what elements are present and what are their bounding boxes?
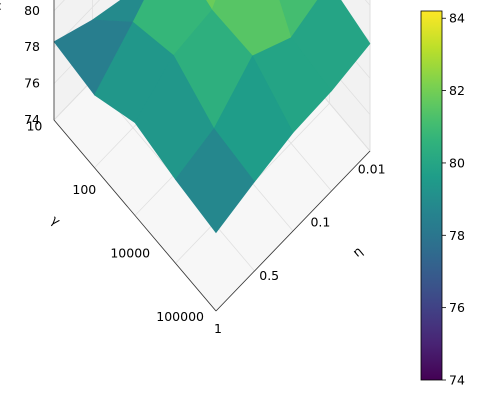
- eta-tick-label: 0.5: [259, 268, 279, 283]
- gamma-tick-label: 10000: [110, 245, 150, 260]
- gamma-tick-label: 100: [72, 182, 96, 197]
- colorbar-tick-label: 76: [449, 300, 465, 315]
- eta-tick-label: 0.1: [310, 215, 330, 230]
- colorbar-tick-label: 80: [449, 155, 465, 170]
- gamma-tick-label: 100000: [156, 309, 204, 324]
- colorbar-tick-label: 78: [449, 228, 465, 243]
- colorbar-tick-label: 74: [449, 373, 465, 388]
- eta-tick-label: 0.01: [358, 161, 386, 176]
- eta-axis-title: η: [349, 243, 365, 260]
- surface-facet: [175, 128, 255, 234]
- axis-labels: 10.50.10.011000001000010010747678808284η…: [0, 0, 386, 336]
- colorbar: 74 76 78 80 82 84: [420, 10, 465, 388]
- z-tick-label: 80: [24, 3, 40, 18]
- gamma-axis-title: γ: [48, 212, 64, 229]
- z-tick-label: 74: [24, 112, 40, 127]
- colorbar-bar: [420, 10, 443, 381]
- eta-tick-label: 1: [214, 321, 222, 336]
- colorbar-tick-label: 82: [449, 83, 465, 98]
- z-tick-label: 78: [24, 39, 40, 54]
- axis-lines: [53, 0, 371, 312]
- gamma-tick-label: 10: [26, 118, 42, 133]
- surface-facet: [205, 0, 217, 11]
- z-axis-title: c: [0, 0, 2, 13]
- gamma-axis-line: [53, 119, 217, 312]
- colorbar-tick-label: 84: [449, 11, 465, 26]
- eta-axis-line: [215, 150, 371, 312]
- surface-plot: [53, 0, 371, 234]
- z-tick-label: 76: [24, 76, 40, 91]
